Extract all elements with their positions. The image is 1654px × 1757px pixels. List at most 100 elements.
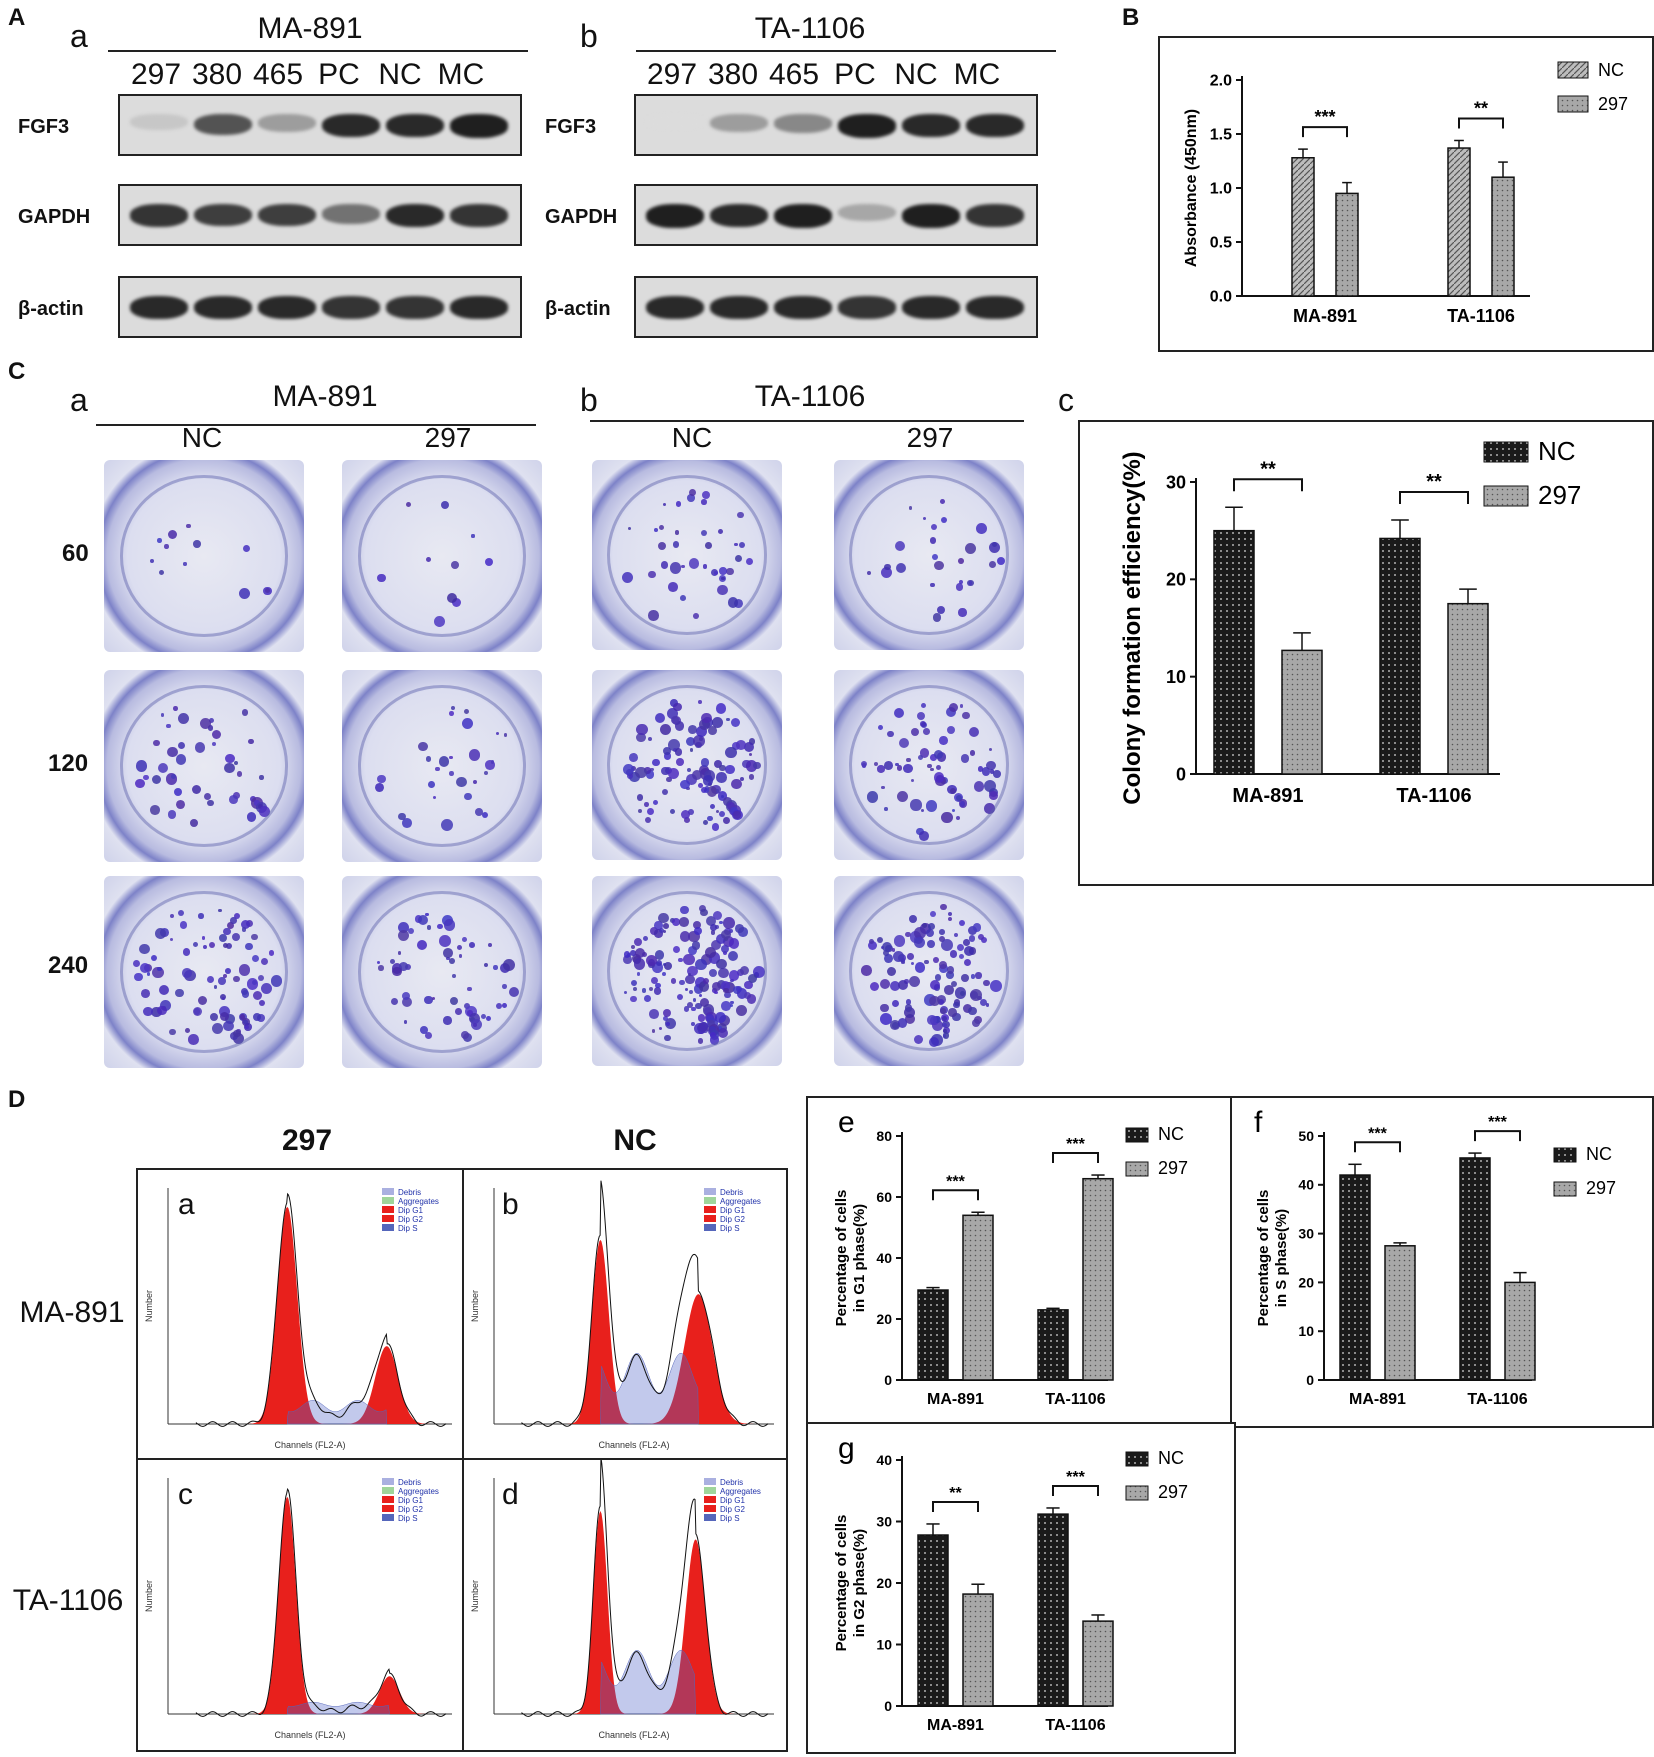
legend-swatch-NC	[1553, 1147, 1577, 1163]
colony-dot	[702, 977, 709, 984]
colony-dot	[895, 562, 906, 573]
colony-dot	[744, 742, 755, 752]
colony-dot	[193, 540, 201, 548]
colony-dot	[963, 939, 970, 946]
colony-dot	[377, 774, 386, 783]
colony-dot	[438, 756, 450, 768]
blot-a-band-2-5	[450, 296, 508, 319]
colony-dot	[941, 1013, 950, 1022]
colony-dot	[928, 1037, 939, 1048]
colony-dot	[175, 988, 185, 998]
colony-dot	[946, 971, 954, 979]
colony-dot	[938, 935, 945, 942]
flow-envelope	[521, 1180, 769, 1427]
colony-dot	[703, 769, 716, 782]
y-axis-label: in S phase(%)	[1273, 1209, 1290, 1307]
x-category-label: TA-1106	[1467, 1391, 1527, 1408]
colony-dot	[711, 784, 721, 795]
legend-label-297: 297	[1586, 1178, 1616, 1198]
colony-dot	[885, 944, 893, 953]
colony-dot	[938, 964, 948, 974]
colony-dot	[972, 1019, 981, 1028]
flow-y-label: Number	[144, 1580, 154, 1612]
colony-dot	[992, 542, 998, 548]
colony-dot	[389, 958, 395, 964]
flow-legend-label-1: Aggregates	[398, 1487, 439, 1496]
colony-dot	[398, 962, 408, 972]
colony-dot	[698, 764, 710, 775]
colony-dot	[240, 919, 251, 929]
colony-dot	[939, 1005, 949, 1014]
colony-dot	[647, 807, 654, 815]
colony-dot	[862, 763, 867, 768]
colony-dot	[627, 527, 632, 531]
colony-dot	[397, 951, 402, 955]
colony-dot	[908, 506, 912, 510]
blot-b-band-0-4	[902, 114, 960, 137]
colony-dot	[988, 542, 1001, 554]
colony-dot	[652, 799, 658, 806]
colony-dot	[209, 1012, 219, 1022]
colony-dot	[699, 768, 712, 780]
colony-dot	[151, 1007, 162, 1018]
flow-legend-label-4: Dip S	[398, 1224, 418, 1233]
chart-df: 0 10 20 30 40 50 Percentage of cells in S phase…	[1254, 1106, 1616, 1408]
blot-a-lane-3: PC	[318, 58, 360, 91]
colony-dot	[644, 816, 651, 824]
colony-dot	[441, 500, 450, 509]
blot-a-membrane-0	[118, 94, 522, 156]
colony-dot	[428, 781, 435, 788]
blot-b-band-2-3	[838, 296, 896, 319]
colony-dot	[711, 981, 721, 991]
flow-s-phase	[287, 1400, 387, 1425]
colony-dot	[652, 962, 663, 974]
colony-dot	[635, 766, 647, 779]
colony-dot	[490, 760, 494, 764]
bar-297-MA-891	[962, 1214, 994, 1381]
colony-dot	[464, 709, 470, 715]
colony-dot	[723, 981, 735, 994]
colony-dot	[722, 796, 732, 806]
colony-dot	[488, 943, 493, 947]
colony-dot	[891, 1022, 899, 1030]
colony-dot	[953, 1001, 960, 1009]
colony-dot	[975, 972, 982, 979]
colony-dot	[969, 581, 973, 585]
colony-dot	[397, 922, 410, 934]
flow-legend-label-0: Debris	[398, 1478, 421, 1487]
colony-dot	[674, 720, 685, 731]
chart-cc: 0 10 20 30 Colony formation efficiency(%) MA-…	[1119, 436, 1581, 807]
colony-dot	[891, 948, 896, 952]
colony-dot	[738, 927, 748, 937]
colony-dot	[456, 945, 463, 951]
colony-dot	[464, 1005, 477, 1018]
flow-x-label: Channels (FL2-A)	[598, 1440, 669, 1450]
bar-NC-TA-1106	[1459, 1157, 1491, 1381]
colony-dot	[659, 1026, 663, 1031]
colony-dot	[654, 950, 665, 960]
colony-dot	[712, 987, 717, 993]
y-tick-label: 1.0	[1210, 181, 1232, 198]
y-tick-label: 0	[1306, 1372, 1314, 1388]
colony-dot	[724, 937, 729, 942]
x-category-label: TA-1106	[1396, 785, 1471, 807]
colony-dot	[667, 738, 680, 751]
colony-dot	[451, 598, 461, 608]
colony-dot	[692, 998, 697, 1002]
colony-dot	[989, 791, 998, 800]
blot-a-band-0-3	[322, 114, 380, 137]
colony-dot	[735, 1005, 747, 1017]
colony-dot	[968, 947, 977, 955]
flow-legend-swatch-0	[704, 1478, 716, 1485]
colony-dot	[672, 945, 680, 954]
colony-dot	[700, 1021, 708, 1030]
colony-dot	[152, 966, 164, 979]
blot-a-band-label-1: GAPDH	[18, 206, 91, 228]
colony-dot	[717, 529, 723, 535]
colony-dot	[258, 999, 266, 1006]
colony-dot	[654, 921, 663, 930]
colony-dot	[449, 711, 454, 717]
colony-dot	[225, 754, 235, 764]
colony-dot	[160, 713, 165, 718]
colony-dot	[977, 766, 984, 773]
